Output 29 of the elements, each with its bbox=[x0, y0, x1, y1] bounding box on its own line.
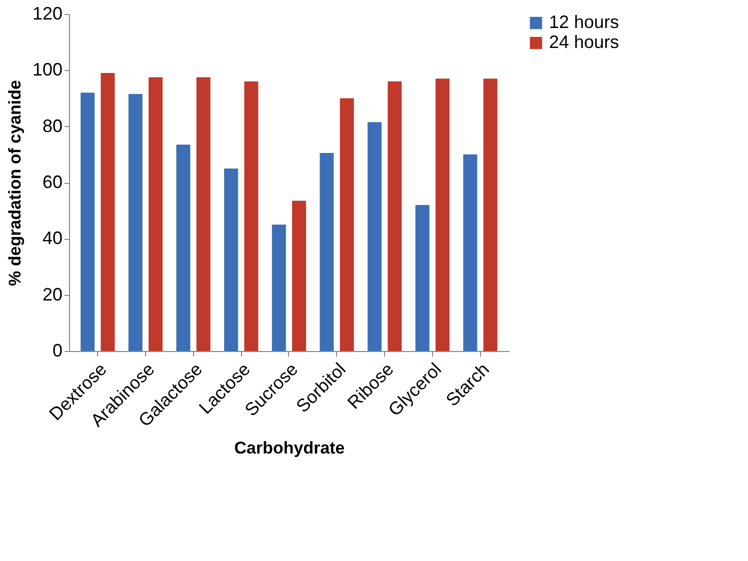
y-tick-label: 80 bbox=[42, 116, 62, 136]
bar bbox=[128, 94, 142, 351]
bar bbox=[340, 98, 354, 351]
bar bbox=[368, 122, 382, 351]
bar bbox=[224, 168, 238, 351]
bar bbox=[292, 200, 306, 351]
bar bbox=[100, 72, 115, 351]
bar bbox=[148, 77, 163, 351]
y-axis-title: % degradation of cyanide bbox=[5, 80, 24, 286]
y-tick-label: 40 bbox=[42, 228, 62, 248]
bar bbox=[196, 77, 210, 351]
bar bbox=[483, 78, 498, 351]
bar bbox=[415, 204, 430, 351]
legend-label: 24 hours bbox=[549, 32, 620, 52]
bar bbox=[272, 224, 286, 351]
y-tick-label: 120 bbox=[32, 4, 62, 24]
y-tick-label: 20 bbox=[42, 284, 62, 304]
bar bbox=[244, 81, 258, 351]
bar bbox=[320, 153, 334, 351]
x-axis-title: Carbohydrate bbox=[234, 438, 345, 458]
y-tick-label: 0 bbox=[52, 340, 62, 360]
bar bbox=[80, 92, 95, 351]
legend-label: 12 hours bbox=[549, 12, 620, 32]
y-tick-label: 60 bbox=[42, 172, 62, 192]
bar bbox=[463, 154, 478, 351]
y-tick-label: 100 bbox=[32, 60, 62, 80]
bar bbox=[176, 144, 190, 351]
bar bbox=[436, 78, 450, 351]
bar bbox=[388, 81, 402, 351]
